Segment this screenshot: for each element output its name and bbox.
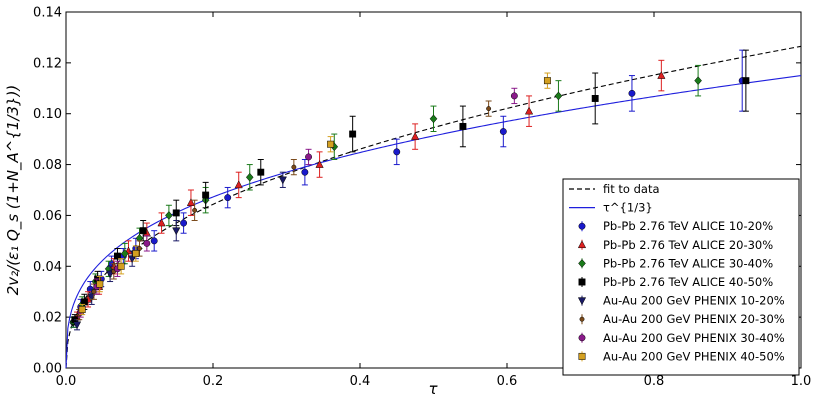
curve-power-law bbox=[65, 75, 802, 369]
legend-marker bbox=[579, 316, 585, 322]
data-point bbox=[132, 250, 140, 258]
data-point bbox=[96, 280, 104, 288]
data-points bbox=[69, 49, 750, 331]
data-point bbox=[117, 262, 125, 270]
data-point bbox=[72, 321, 82, 330]
legend-label: Pb-Pb 2.76 TeV ALICE 20-30% bbox=[603, 238, 773, 252]
data-point bbox=[429, 114, 438, 124]
legend-label: Pb-Pb 2.76 TeV ALICE 30-40% bbox=[603, 256, 773, 270]
data-point bbox=[143, 239, 151, 247]
legend-label: Au-Au 200 GeV PHENIX 30-40% bbox=[603, 331, 785, 345]
y-axis-label: 2v₂/(ε₁ Q_s (1+N_A^{1/3})) bbox=[4, 85, 23, 296]
data-point bbox=[459, 122, 467, 130]
x-axis-label: τ bbox=[428, 380, 438, 398]
data-point bbox=[202, 191, 210, 199]
data-point bbox=[305, 153, 312, 161]
legend: fit to data τ^{1/3} Pb-Pb 2.76 TeV ALICE 1… bbox=[562, 178, 800, 376]
legend-label: Au-Au 200 GeV PHENIX 20-30% bbox=[603, 312, 785, 326]
data-point bbox=[150, 237, 158, 245]
legend-label: Pb-Pb 2.76 TeV ALICE 10-20% bbox=[603, 219, 773, 233]
data-point bbox=[543, 77, 551, 85]
x-tick-label: 0.0 bbox=[56, 374, 77, 389]
data-point bbox=[186, 198, 196, 206]
data-point bbox=[114, 252, 121, 260]
data-point bbox=[172, 227, 181, 236]
legend-box bbox=[562, 178, 800, 376]
data-point bbox=[554, 91, 563, 101]
legend-marker bbox=[578, 222, 586, 230]
data-point bbox=[192, 207, 198, 213]
legend-marker bbox=[577, 297, 587, 306]
series-8 bbox=[78, 72, 551, 316]
y-tick-label: 0.04 bbox=[33, 260, 62, 275]
data-point bbox=[234, 180, 243, 189]
axis-ticks: 0.0 0.2 0.4 0.6 0.8 1.0 0.00 0.02 0.04 0.06 0.08 0.… bbox=[33, 6, 811, 390]
legend-marker bbox=[578, 334, 586, 342]
legend-label: τ^{1/3} bbox=[603, 201, 653, 215]
data-point bbox=[657, 71, 666, 79]
y-tick-label: 0.08 bbox=[33, 158, 62, 173]
data-point bbox=[411, 132, 420, 140]
data-point bbox=[172, 209, 180, 217]
data-point bbox=[499, 128, 507, 135]
data-point bbox=[510, 92, 518, 100]
data-point bbox=[291, 164, 297, 170]
data-point bbox=[120, 249, 129, 258]
data-point bbox=[742, 77, 750, 85]
data-point bbox=[315, 160, 324, 168]
data-point bbox=[591, 95, 599, 102]
legend-marker bbox=[578, 352, 586, 360]
data-point bbox=[245, 172, 254, 182]
data-point bbox=[393, 148, 401, 156]
x-tick-label: 0.6 bbox=[497, 374, 518, 389]
legend-marker bbox=[578, 259, 586, 268]
data-point bbox=[327, 140, 335, 148]
x-tick-label: 0.4 bbox=[350, 374, 371, 389]
y-tick-label: 0.02 bbox=[33, 311, 62, 326]
legend-label: Au-Au 200 GeV PHENIX 40-50% bbox=[603, 349, 785, 363]
data-point bbox=[137, 246, 142, 251]
data-point bbox=[91, 289, 97, 295]
data-point bbox=[128, 255, 137, 264]
legend-label: Au-Au 200 GeV PHENIX 10-20% bbox=[603, 294, 785, 308]
legend-marker bbox=[578, 278, 586, 286]
x-tick-label: 0.2 bbox=[203, 374, 224, 389]
data-point bbox=[257, 168, 265, 176]
x-tick-label: 1.0 bbox=[791, 374, 812, 389]
y-tick-label: 0.12 bbox=[33, 56, 62, 71]
y-tick-label: 0.06 bbox=[33, 209, 62, 224]
y-tick-label: 0.00 bbox=[33, 362, 62, 377]
y-tick-label: 0.14 bbox=[33, 6, 62, 21]
legend-label: fit to data bbox=[603, 182, 660, 196]
data-point bbox=[139, 227, 147, 235]
series-2 bbox=[72, 59, 666, 323]
legend-marker bbox=[577, 240, 587, 249]
data-point bbox=[157, 218, 166, 227]
data-point bbox=[165, 211, 173, 220]
data-point bbox=[628, 89, 636, 97]
legend-label: Pb-Pb 2.76 TeV ALICE 40-50% bbox=[603, 275, 773, 289]
data-point bbox=[349, 130, 357, 138]
data-point bbox=[224, 194, 232, 202]
data-point bbox=[694, 76, 702, 86]
data-point bbox=[486, 106, 492, 112]
data-point bbox=[301, 168, 309, 176]
data-point bbox=[278, 176, 287, 185]
data-point bbox=[78, 306, 86, 313]
data-point bbox=[180, 219, 188, 227]
data-point bbox=[524, 106, 534, 115]
x-tick-label: 0.8 bbox=[644, 374, 665, 389]
data-point bbox=[80, 298, 88, 306]
y-tick-label: 0.10 bbox=[33, 107, 62, 122]
